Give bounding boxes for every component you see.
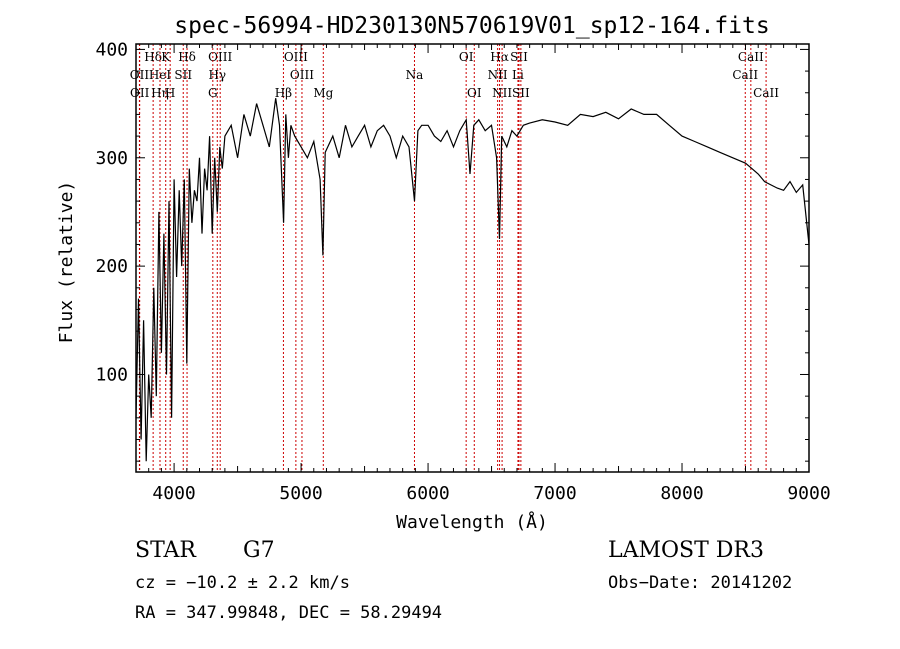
y-tick-label: 100	[95, 364, 128, 385]
marker-label: HeI	[149, 68, 172, 82]
marker-label: NII	[488, 68, 508, 82]
y-tick-label: 400	[95, 39, 128, 60]
x-tick-label: 8000	[660, 483, 703, 504]
x-tick-label: 4000	[152, 483, 195, 504]
marker-label: NII	[492, 86, 512, 100]
marker-label: K	[161, 50, 171, 64]
coordinates: RA = 347.99848, DEC = 58.29494	[135, 603, 443, 623]
x-tick-label: 6000	[406, 483, 449, 504]
spectrum-line	[135, 98, 810, 462]
plot-frame	[135, 43, 810, 473]
marker-label: OII	[130, 68, 150, 82]
marker-label: G	[208, 86, 218, 100]
y-axis-label: Flux (relative)	[56, 181, 77, 344]
marker-label: Hδ	[178, 50, 196, 64]
redshift-value: cz = −10.2 ± 2.2 km/s	[135, 573, 350, 593]
marker-label: Hγ	[208, 68, 226, 82]
marker-label: Li	[512, 68, 524, 82]
survey-label: LAMOST DR3	[608, 538, 764, 563]
marker-label: Hα	[490, 50, 509, 64]
marker-label: OIII	[284, 50, 308, 64]
marker-label: OIII	[208, 50, 232, 64]
marker-label: OI	[467, 86, 482, 100]
y-axis: 100 200 300 400	[95, 39, 809, 462]
object-class: STAR	[135, 538, 196, 563]
marker-label: Hδ	[144, 50, 162, 64]
marker-label: SII	[174, 68, 192, 82]
marker-label: CaII	[753, 86, 779, 100]
marker-label: Mg	[313, 86, 333, 100]
x-axis-label: Wavelength (Å)	[396, 511, 548, 533]
marker-label: OI	[459, 50, 474, 64]
marker-label: H	[165, 86, 175, 100]
marker-label: Hβ	[275, 86, 292, 100]
marker-label: CaII	[732, 68, 758, 82]
chart-title: spec-56994-HD230130N570619V01_sp12-164.f…	[174, 13, 769, 39]
x-tick-label: 7000	[533, 483, 576, 504]
obs-date: Obs−Date: 20141202	[608, 573, 793, 593]
marker-label: CaII	[738, 50, 764, 64]
y-tick-label: 200	[95, 256, 128, 277]
x-tick-label: 5000	[279, 483, 322, 504]
marker-label: Na	[406, 68, 424, 82]
object-subclass: G7	[243, 538, 275, 563]
y-tick-label: 300	[95, 148, 128, 169]
x-axis: 4000 5000 6000 7000 8000 9000	[148, 44, 831, 504]
marker-label: SII	[512, 86, 530, 100]
marker-label: SII	[510, 50, 528, 64]
x-tick-label: 9000	[787, 483, 830, 504]
marker-label: OIII	[290, 68, 314, 82]
marker-label: Hη	[151, 86, 169, 100]
